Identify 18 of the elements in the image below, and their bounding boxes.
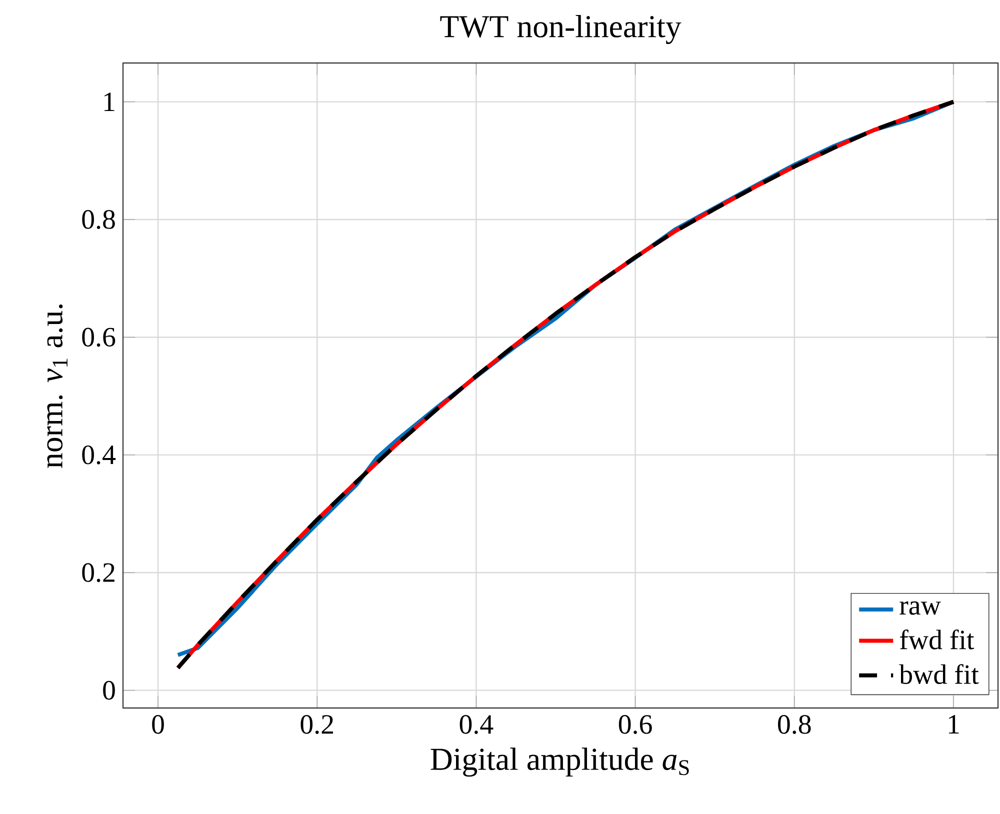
y-tick-label: 0.4 [82, 445, 116, 464]
x-tick-label: 0.8 [778, 715, 811, 734]
y-tick-label: 0.6 [82, 328, 116, 347]
chart-title: TWT non-linearity [440, 14, 682, 44]
x-tick-label: 0.2 [300, 715, 333, 734]
x-tick-label: 0.6 [618, 715, 652, 734]
legend-label: raw [900, 601, 941, 615]
legend-label: fwd fit [900, 629, 974, 650]
y-tick-label: 0.8 [82, 210, 115, 229]
legend-label: bwd fit [899, 664, 979, 684]
x-tick-label: 0 [152, 715, 164, 734]
x-tick-label: 0.4 [460, 715, 494, 734]
x-tick-label: 1 [948, 715, 959, 734]
y-tick-label: 0.2 [82, 563, 114, 582]
x-axis-title: Digital amplitude a$_{S}$ [430, 748, 689, 777]
y-axis-title: norm. ν$_{1}$ a.u. [47, 304, 68, 468]
y-tick-label: 1 [104, 92, 114, 112]
y-tick-label: 0 [103, 680, 115, 700]
